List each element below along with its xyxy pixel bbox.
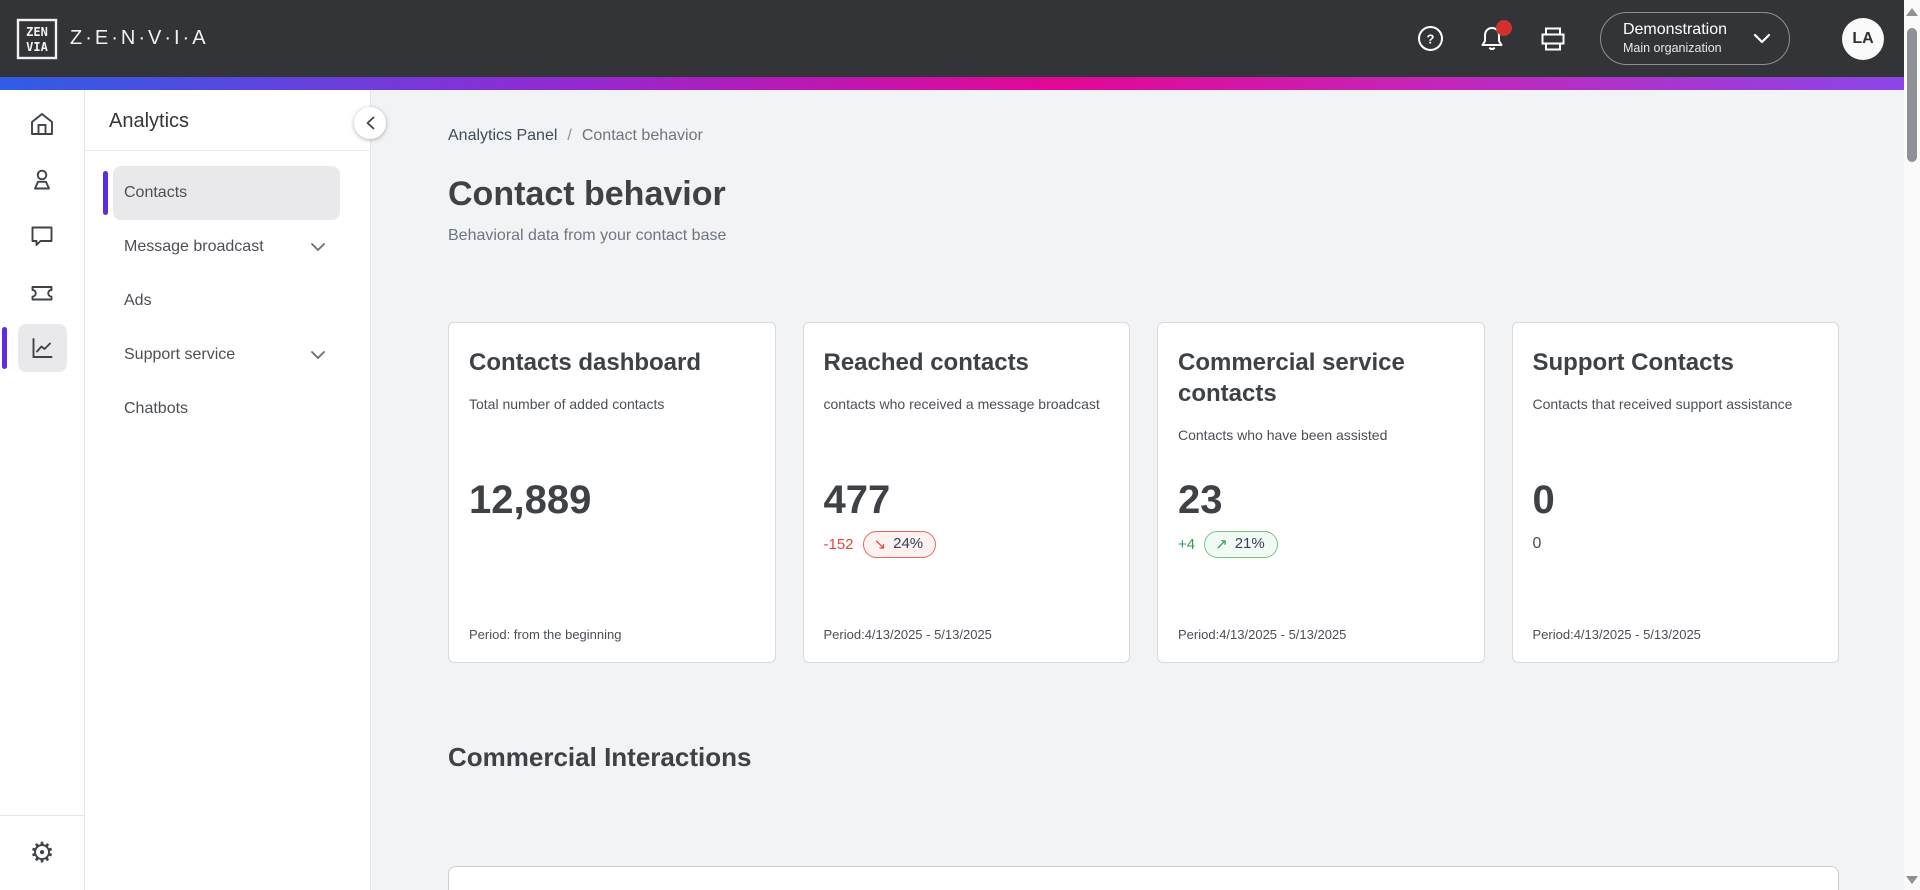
home-icon [28,110,56,138]
card-title: Contacts dashboard [469,349,702,376]
card-title: Reached contacts [823,349,1029,376]
card-value: 23 [1178,478,1223,522]
breadcrumb-separator: / [567,127,572,144]
trend-up-icon: ↗ [1215,535,1228,553]
nav-conversations[interactable] [18,212,67,260]
svg-text:ZEN: ZEN [26,25,48,39]
sidebar-item-label: Message broadcast [124,238,264,255]
help-icon[interactable]: ? [1417,25,1445,53]
topbar-actions: ? Demonstration Main organization [1417,12,1884,65]
trend-badge: ↘ 24% [862,530,937,558]
settings-gear-icon[interactable]: ⚙ [29,837,55,868]
trend-down-icon: ↘ [873,535,887,553]
organization-type: Main organization [1622,41,1722,55]
sidebar-item-message-broadcast[interactable]: Message broadcast [113,220,340,274]
nav-analytics[interactable] [1,324,67,372]
card-period: Period: from the beginning [469,627,622,642]
kpi-cards-row: Contacts dashboard Total number of added… [448,322,1839,663]
sidebar-item-chatbots[interactable]: Chatbots [113,382,340,436]
card-title: Commercial service contacts [1178,349,1405,408]
nav-contacts[interactable] [18,156,67,204]
analytics-sidebar: Analytics Contacts Message broadcast Ads… [85,90,386,890]
scroll-up-arrow[interactable] [1906,8,1918,16]
card-delta-row [469,527,755,561]
scrollbar-thumb[interactable] [1907,28,1917,162]
nav-home[interactable] [18,100,67,148]
commercial-interactions-panel [448,866,1839,890]
card-period: Period:4/13/2025 - 5/13/2025 [1532,627,1701,642]
card-delta-row: +4 ↗ 21% [1178,527,1464,561]
card-value: 12,889 [469,478,592,522]
delta-value: -152 [823,535,854,553]
sidebar-item-contacts[interactable]: Contacts [103,166,340,220]
svg-text:?: ? [1427,32,1435,47]
person-icon [28,166,56,194]
chevron-down-icon [1753,33,1771,44]
notifications-icon[interactable] [1478,19,1512,53]
sidebar-title: Analytics [109,110,190,132]
nav-tickets[interactable] [18,268,67,316]
sidebar-item-label: Chatbots [124,400,189,417]
card-description: Contacts who have been assisted [1178,427,1388,444]
page-subtitle: Behavioral data from your contact base [448,227,727,244]
card-contacts-dashboard: Contacts dashboard Total number of added… [448,322,776,663]
nav-rail-footer: ⚙ [0,815,84,890]
sidebar-item-support-service[interactable]: Support service [113,328,340,382]
card-support-contacts: Support Contacts Contacts that received … [1511,322,1839,663]
sidebar-menu: Contacts Message broadcast Ads Support s… [85,166,370,436]
sidebar-item-label: Support service [124,346,236,363]
ticket-icon [28,278,56,306]
main-content: Analytics Panel / Contact behavior Conta… [371,90,1920,890]
user-avatar[interactable]: LA [1842,17,1884,60]
trend-percent: 24% [893,535,924,552]
delta-value: +4 [1178,535,1196,553]
page-title: Contact behavior [448,175,726,213]
vertical-scrollbar[interactable] [1904,0,1920,890]
brand-wordmark: Z·E·N·V·I·A [70,27,209,49]
scroll-down-arrow[interactable] [1906,876,1918,884]
chevron-down-icon [310,242,326,252]
sidebar-collapse-button[interactable] [354,107,386,139]
breadcrumb-current: Contact behavior [581,127,703,144]
nav-rail: ⚙ [0,90,85,890]
brand-gradient-bar [0,77,1920,90]
organization-switcher[interactable]: Demonstration Main organization [1599,12,1790,65]
chevron-down-icon [310,350,326,360]
sidebar-item-ads[interactable]: Ads [113,274,340,328]
section-title-commercial-interactions: Commercial Interactions [448,742,752,772]
card-period: Period:4/13/2025 - 5/13/2025 [1178,627,1347,642]
trend-percent: 21% [1234,535,1265,552]
trend-badge: ↗ 21% [1204,530,1278,558]
card-delta-row: 0 [1533,527,1819,561]
card-value: 0 [1532,478,1555,522]
notification-badge-dot [1495,19,1512,36]
analytics-chart-icon [28,334,56,362]
card-commercial-service-contacts: Commercial service contacts Contacts who… [1157,322,1485,663]
card-period: Period:4/13/2025 - 5/13/2025 [823,627,992,642]
breadcrumb-analytics-panel[interactable]: Analytics Panel [448,127,558,144]
chat-bubble-icon [28,222,56,250]
card-description: Contacts that received support assistanc… [1532,396,1793,413]
svg-text:VIA: VIA [26,40,48,54]
sidebar-item-label: Ads [124,292,152,309]
card-title: Support Contacts [1532,349,1734,376]
delta-value: 0 [1532,535,1542,552]
sidebar-item-label: Contacts [124,184,188,201]
card-value: 477 [823,478,891,522]
divider [85,150,370,151]
breadcrumb: Analytics Panel / Contact behavior [448,127,1839,145]
card-reached-contacts: Reached contacts contacts who received a… [802,322,1130,663]
organization-name: Demonstration [1622,21,1727,38]
card-delta-row: -152 ↘ 24% [824,527,1110,561]
printer-icon[interactable] [1539,25,1567,53]
card-description: contacts who received a message broadcas… [823,396,1100,413]
chevron-left-icon [366,116,375,130]
card-description: Total number of added contacts [469,396,665,413]
top-bar: ZEN VIA Z·E·N·V·I·A ? [0,0,1920,77]
zenvia-logo-icon[interactable]: ZEN VIA [16,18,58,60]
